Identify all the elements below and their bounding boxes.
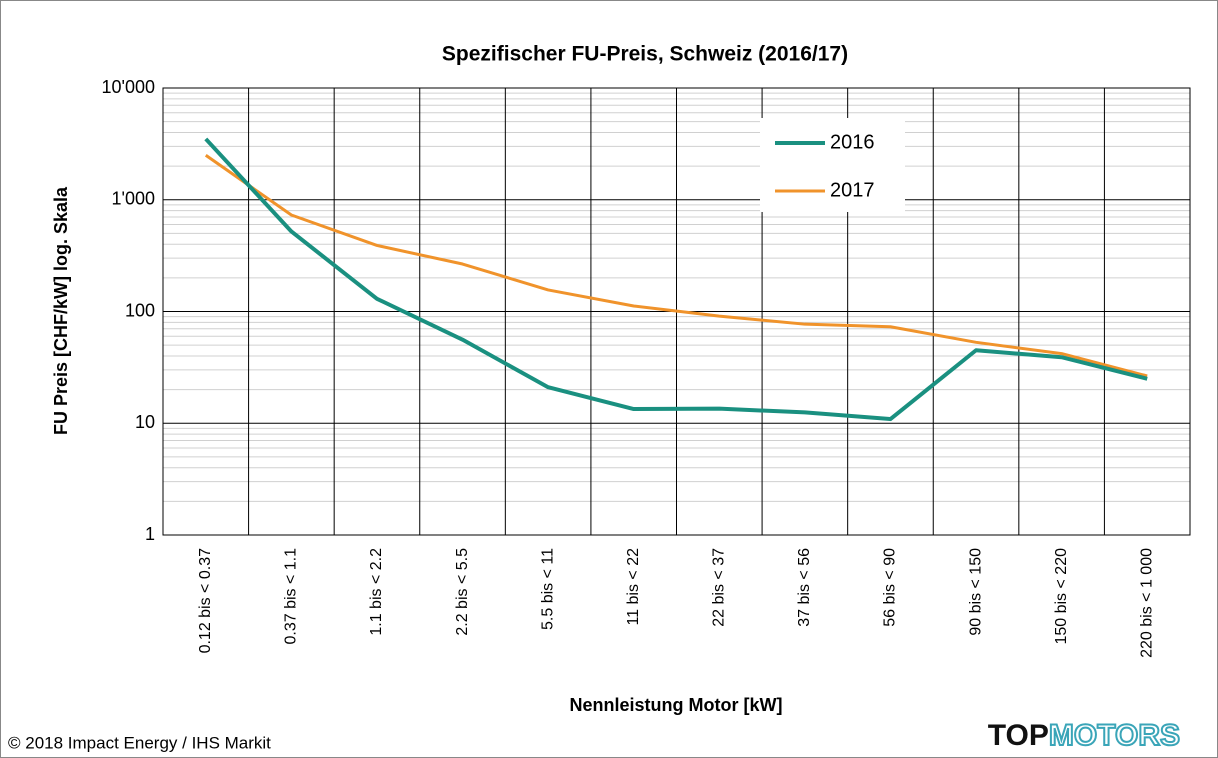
x-tick-label: 0.37 bis < 1.1 xyxy=(283,548,300,645)
y-tick-label: 10 xyxy=(135,412,155,432)
y-tick-label: 1'000 xyxy=(112,189,155,209)
legend-label: 2017 xyxy=(830,179,875,201)
y-tick-label: 1 xyxy=(145,524,155,544)
plot-frame xyxy=(162,87,1191,536)
legend-label: 2016 xyxy=(830,131,875,153)
x-tick-label: 22 bis < 37 xyxy=(711,548,728,627)
legend-box xyxy=(760,118,905,212)
x-tick-label: 1.1 bis < 2.2 xyxy=(368,548,385,636)
logo: TOPMOTORS xyxy=(988,719,1180,752)
logo-part: MOTORS xyxy=(1049,719,1180,752)
x-tick-label: 5.5 bis < 11 xyxy=(539,548,556,630)
x-tick-label: 37 bis < 56 xyxy=(796,548,813,627)
footer: © 2018 Impact Energy / IHS Markit xyxy=(8,733,271,752)
logo-part: TOP xyxy=(988,719,1049,752)
x-tick-label: 0.12 bis < 0.37 xyxy=(197,548,214,654)
x-tick-label: 220 bis < 1 000 xyxy=(1138,548,1155,658)
line-series xyxy=(204,137,1148,422)
y-axis-title: FU Preis [CHF/kW] log. Skala xyxy=(51,186,71,435)
y-tick-label: 10'000 xyxy=(102,77,156,97)
x-tick-label: 90 bis < 150 xyxy=(967,548,984,636)
chart-title: Spezifischer FU-Preis, Schweiz (2016/17) xyxy=(442,43,848,66)
x-tick-label: 56 bis < 90 xyxy=(882,548,899,627)
x-tick-label: 2.2 bis < 5.5 xyxy=(454,548,471,636)
x-tick-label: 11 bis < 22 xyxy=(625,548,642,626)
x-axis-title: Nennleistung Motor [kW] xyxy=(570,695,783,715)
x-tick-label: 150 bis < 220 xyxy=(1053,548,1070,645)
line-series xyxy=(204,154,1148,378)
y-tick-label: 100 xyxy=(125,300,155,320)
